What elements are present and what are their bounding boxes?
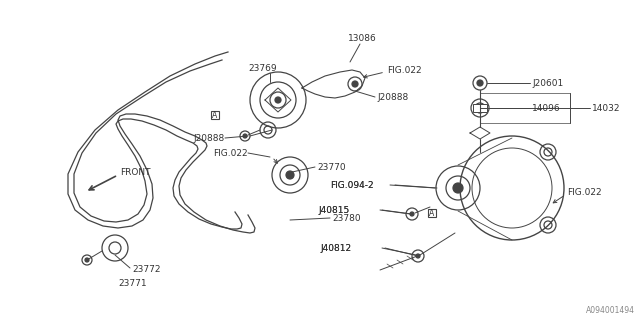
Text: 23771: 23771 bbox=[118, 279, 147, 289]
Text: 14032: 14032 bbox=[592, 103, 621, 113]
Text: 14096: 14096 bbox=[532, 103, 561, 113]
Text: A: A bbox=[212, 110, 218, 119]
Bar bbox=[473, 104, 487, 112]
Circle shape bbox=[243, 134, 247, 138]
Circle shape bbox=[275, 97, 281, 103]
Circle shape bbox=[352, 81, 358, 87]
Text: J40812: J40812 bbox=[320, 244, 351, 252]
Text: J20888: J20888 bbox=[194, 133, 225, 142]
Text: J20888: J20888 bbox=[377, 92, 408, 101]
Text: 23772: 23772 bbox=[132, 266, 161, 275]
Circle shape bbox=[410, 212, 414, 216]
Text: J40815: J40815 bbox=[318, 205, 349, 214]
Text: J20601: J20601 bbox=[532, 78, 563, 87]
Text: FIG.022: FIG.022 bbox=[387, 66, 422, 75]
Text: J40815: J40815 bbox=[318, 205, 349, 214]
Circle shape bbox=[286, 171, 294, 179]
Circle shape bbox=[453, 183, 463, 193]
Text: 23769: 23769 bbox=[248, 63, 276, 73]
Text: A: A bbox=[429, 209, 435, 218]
Text: FIG.094-2: FIG.094-2 bbox=[330, 180, 374, 189]
Circle shape bbox=[85, 258, 89, 262]
Text: FIG.022: FIG.022 bbox=[213, 148, 248, 157]
Text: FRONT: FRONT bbox=[120, 167, 150, 177]
FancyBboxPatch shape bbox=[428, 209, 436, 217]
Text: 23770: 23770 bbox=[317, 163, 346, 172]
Circle shape bbox=[477, 80, 483, 86]
Text: 23780: 23780 bbox=[332, 213, 360, 222]
Text: 13086: 13086 bbox=[348, 34, 377, 43]
FancyBboxPatch shape bbox=[211, 111, 219, 119]
Circle shape bbox=[416, 254, 420, 258]
Text: J40812: J40812 bbox=[320, 244, 351, 252]
Text: A094001494: A094001494 bbox=[586, 306, 635, 315]
Text: FIG.022: FIG.022 bbox=[567, 188, 602, 196]
Text: FIG.094-2: FIG.094-2 bbox=[330, 180, 374, 189]
